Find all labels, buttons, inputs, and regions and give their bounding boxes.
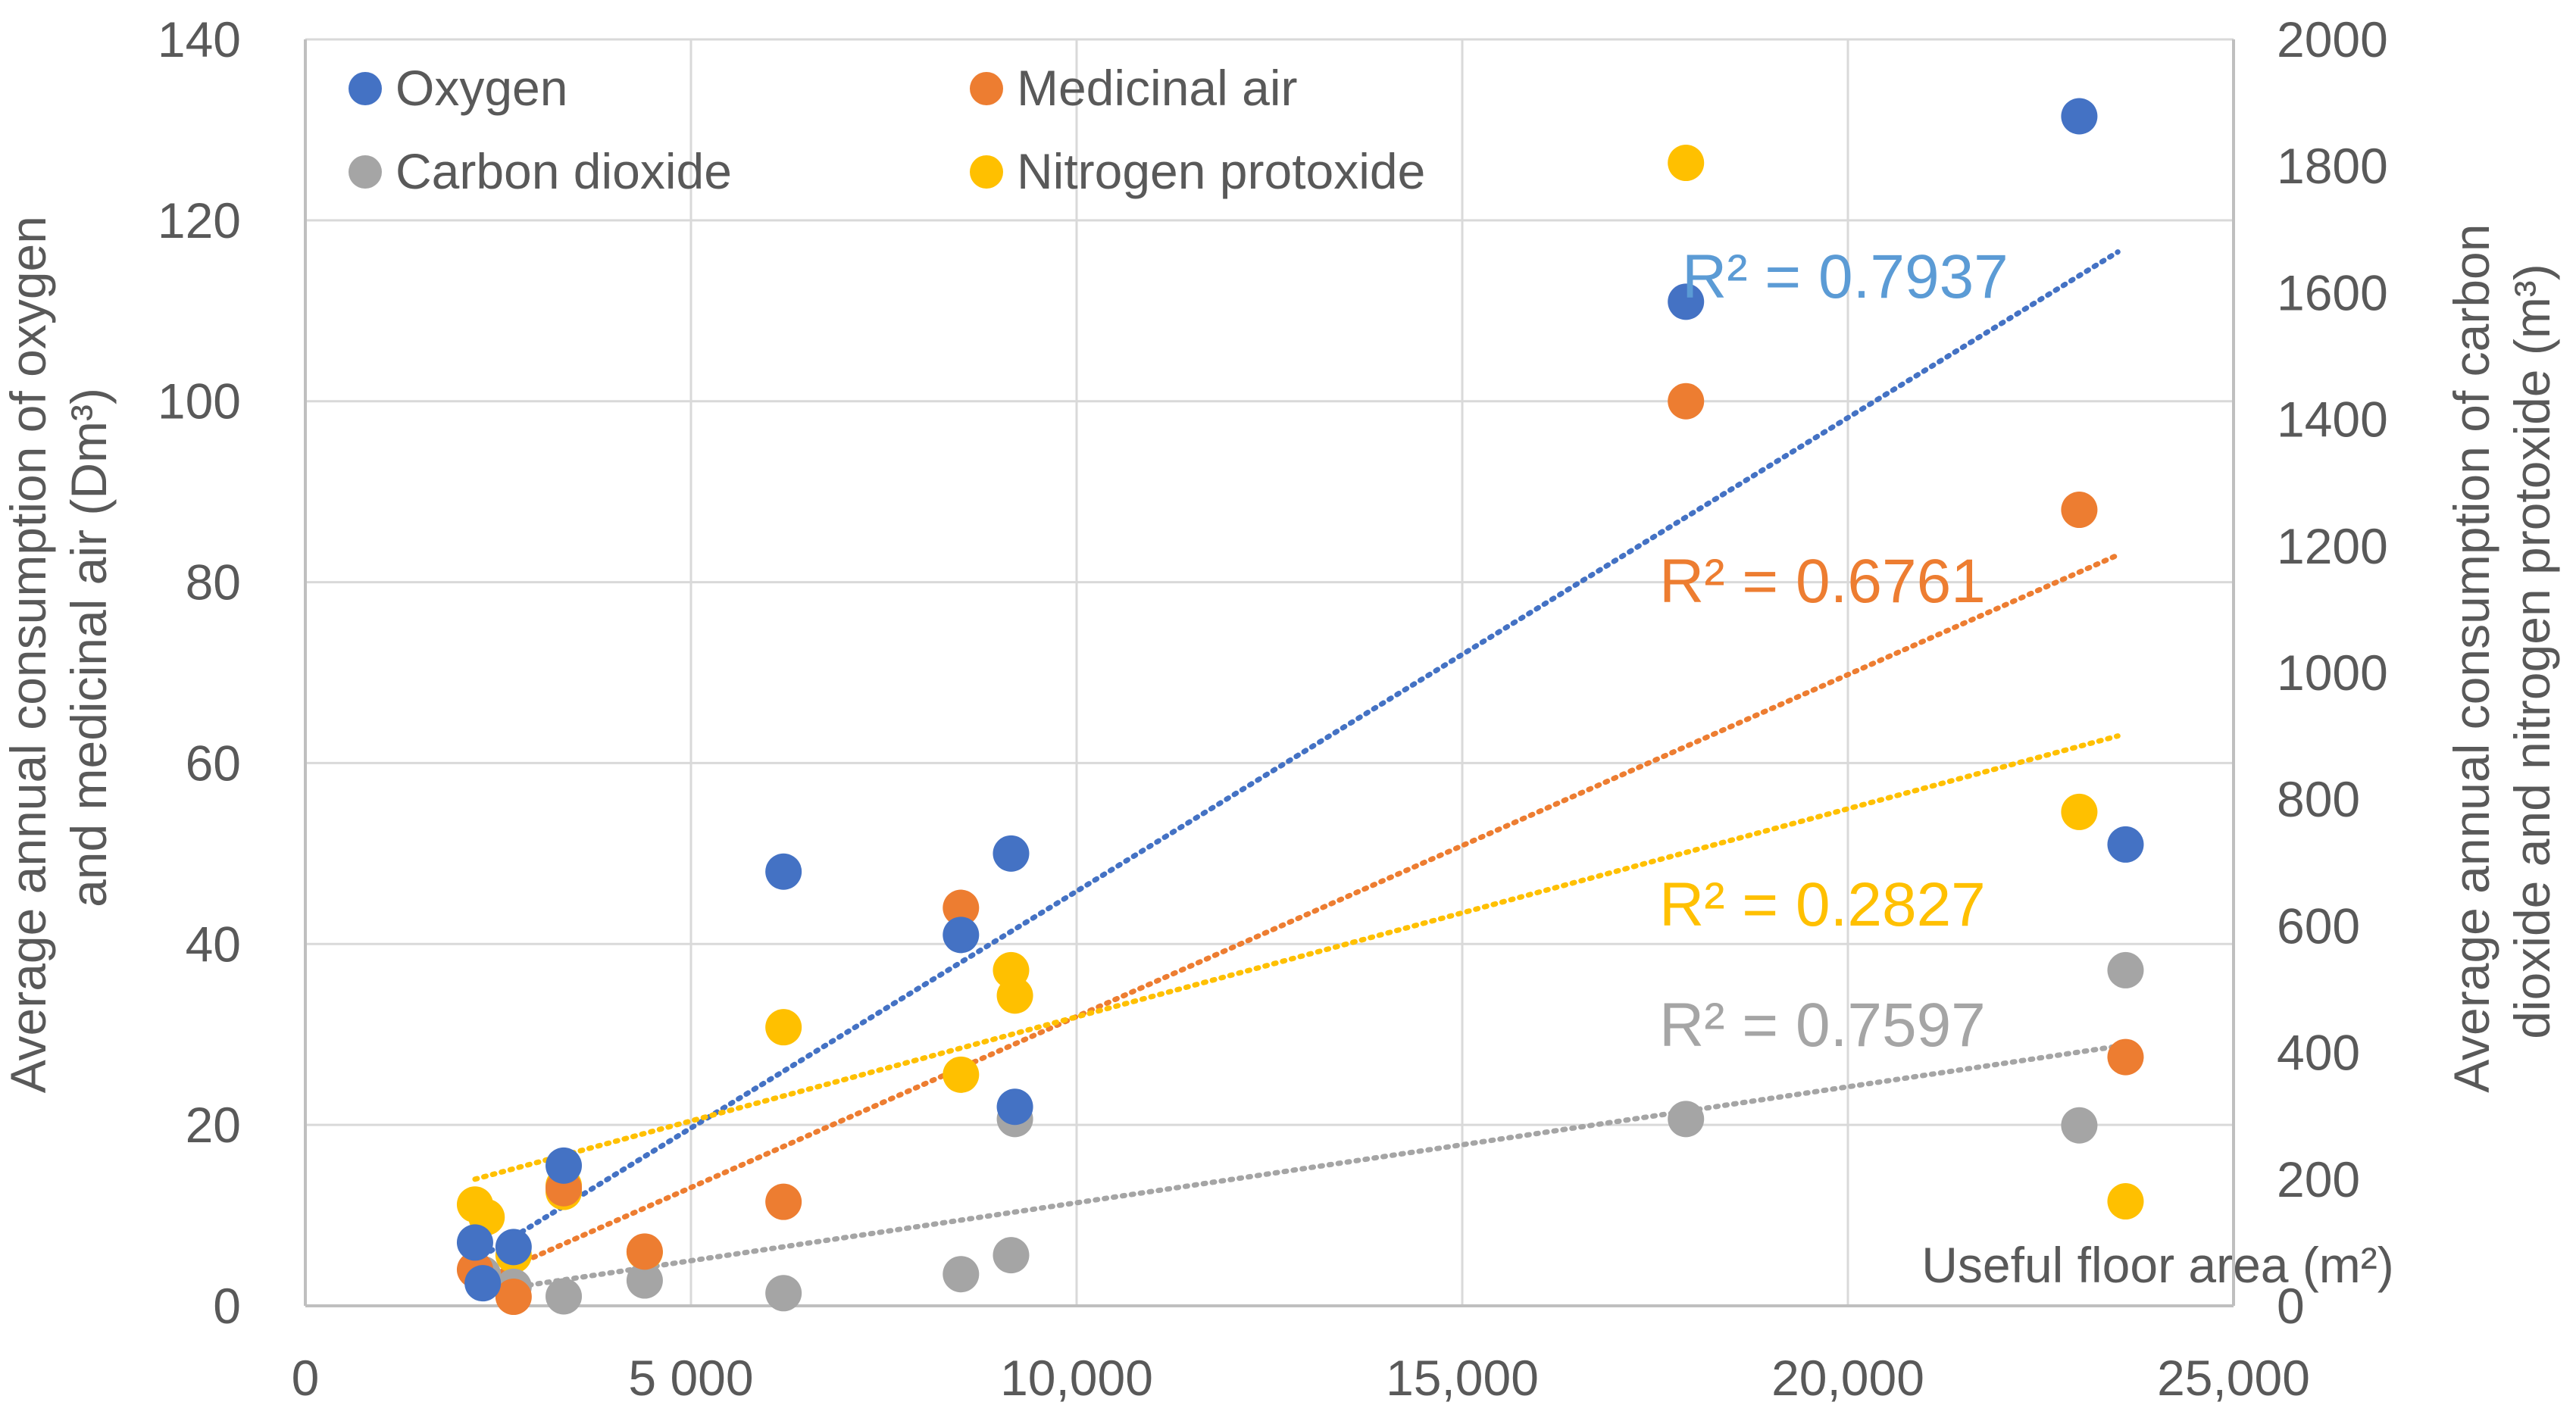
point-nitrogen-protoxide [943, 1056, 980, 1093]
y-axis-left-label: Average annual consumption of oxygen and… [0, 202, 117, 1094]
trendlines [472, 249, 2121, 1296]
y-axis-right-label: Average annual consumption of carbon dio… [2443, 210, 2560, 1093]
y-right-tick-label: 1600 [2277, 264, 2388, 320]
y-left-tick-label: 20 [186, 1097, 241, 1153]
point-medicinal-air [2107, 1038, 2144, 1076]
point-oxygen [943, 917, 980, 954]
point-oxygen [765, 853, 802, 890]
y-right-tick-label: 1800 [2277, 138, 2388, 194]
data-points [456, 98, 2144, 1316]
point-nitrogen-protoxide [1668, 145, 1705, 182]
y-right-tick-label: 800 [2277, 771, 2360, 827]
y-right-tick-label: 1000 [2277, 645, 2388, 701]
point-oxygen [546, 1147, 583, 1184]
point-oxygen [495, 1229, 532, 1266]
y-left-tick-label: 0 [213, 1278, 241, 1334]
point-nitrogen-protoxide [2061, 793, 2098, 830]
point-oxygen [456, 1224, 493, 1261]
point-oxygen [993, 835, 1030, 872]
point-carbon-dioxide [546, 1278, 583, 1315]
y-axis-right-label-line1: Average annual consumption of carbon [2443, 224, 2499, 1093]
r2-label-medicinal-air: R² = 0.6761 [1659, 547, 1986, 616]
legend-marker-carbon-dioxide [349, 155, 382, 189]
trendline-carbon-dioxide [472, 1043, 2121, 1296]
point-carbon-dioxide [626, 1262, 663, 1299]
legend-item-medicinal-air: Medicinal air [970, 60, 1297, 116]
point-nitrogen-protoxide [765, 1009, 802, 1046]
y-left-tick-label: 80 [186, 554, 241, 611]
x-tick-label: 20,000 [1771, 1350, 1924, 1406]
x-tick-label: 15,000 [1386, 1350, 1539, 1406]
legend-marker-nitrogen-protoxide [970, 155, 1003, 189]
y-right-tick-label: 200 [2277, 1151, 2360, 1207]
tick-labels: 0 5 000 10,000 15,000 20,000 25,000 0 20 40 60 80 1… [158, 11, 2388, 1406]
point-oxygen [1668, 283, 1705, 320]
y-axis-right-label-line2: dioxide and nitrogen protoxide (m³) [2504, 264, 2560, 1039]
y-left-tick-label: 100 [158, 373, 241, 429]
trendline-medicinal-air [472, 552, 2121, 1286]
legend-item-oxygen: Oxygen [349, 60, 567, 116]
y-right-tick-label: 2000 [2277, 11, 2388, 67]
y-axis-left-label-line1: Average annual consumption of oxygen [0, 216, 56, 1093]
point-medicinal-air [2061, 492, 2098, 529]
y-right-tick-label: 600 [2277, 898, 2360, 954]
point-medicinal-air [765, 1183, 802, 1220]
legend-label-oxygen: Oxygen [395, 60, 567, 116]
point-medicinal-air [626, 1233, 663, 1270]
legend: Oxygen Medicinal air Carbon dioxide Nitr… [349, 60, 1425, 199]
point-carbon-dioxide [993, 1237, 1030, 1274]
legend-marker-oxygen [349, 72, 382, 105]
point-nitrogen-protoxide [996, 977, 1033, 1014]
y-right-tick-label: 1400 [2277, 392, 2388, 448]
point-oxygen [2061, 98, 2098, 135]
y-left-tick-label: 140 [158, 11, 241, 67]
legend-label-nitrogen-protoxide: Nitrogen protoxide [1017, 143, 1425, 199]
legend-label-medicinal-air: Medicinal air [1017, 60, 1297, 116]
y-left-tick-label: 60 [186, 735, 241, 791]
point-carbon-dioxide [943, 1256, 980, 1293]
point-carbon-dioxide [2107, 951, 2144, 988]
point-nitrogen-protoxide [2107, 1183, 2144, 1220]
x-tick-label: 0 [292, 1350, 320, 1406]
y-right-tick-label: 400 [2277, 1025, 2360, 1081]
y-right-tick-label: 0 [2277, 1278, 2305, 1334]
y-left-tick-label: 40 [186, 916, 241, 972]
r2-label-oxygen: R² = 0.7937 [1682, 242, 2009, 311]
legend-label-carbon-dioxide: Carbon dioxide [395, 143, 732, 199]
point-medicinal-air [495, 1279, 532, 1316]
point-oxygen [996, 1088, 1033, 1126]
r2-label-carbon-dioxide: R² = 0.7597 [1659, 991, 1986, 1060]
point-oxygen [2107, 826, 2144, 863]
y-right-tick-label: 1200 [2277, 518, 2388, 574]
point-medicinal-air [1668, 383, 1705, 420]
r-squared-labels: R² = 0.7937 R² = 0.6761 R² = 0.7597 R² = 0.… [1659, 242, 2009, 1060]
trendline-nitrogen-protoxide [472, 733, 2121, 1182]
gridlines [305, 38, 2235, 1306]
point-carbon-dioxide [765, 1275, 802, 1312]
legend-marker-medicinal-air [970, 72, 1003, 105]
point-carbon-dioxide [1668, 1101, 1705, 1138]
point-medicinal-air [943, 889, 980, 926]
x-axis-label: Useful floor area (m²) [1921, 1237, 2394, 1293]
legend-item-nitrogen-protoxide: Nitrogen protoxide [970, 143, 1425, 199]
r2-label-nitrogen-protoxide: R² = 0.2827 [1659, 870, 1986, 939]
trendline-oxygen [472, 249, 2121, 1263]
x-tick-label: 10,000 [1000, 1350, 1153, 1406]
axes [304, 39, 2235, 1307]
y-axis-left-label-line2: and medicinal air (Dm³) [61, 388, 117, 907]
x-tick-label: 25,000 [2157, 1350, 2310, 1406]
y-left-tick-label: 120 [158, 192, 241, 248]
point-oxygen [464, 1265, 502, 1302]
x-tick-label: 5 000 [628, 1350, 753, 1406]
point-carbon-dioxide [2061, 1107, 2098, 1144]
legend-item-carbon-dioxide: Carbon dioxide [349, 143, 732, 199]
